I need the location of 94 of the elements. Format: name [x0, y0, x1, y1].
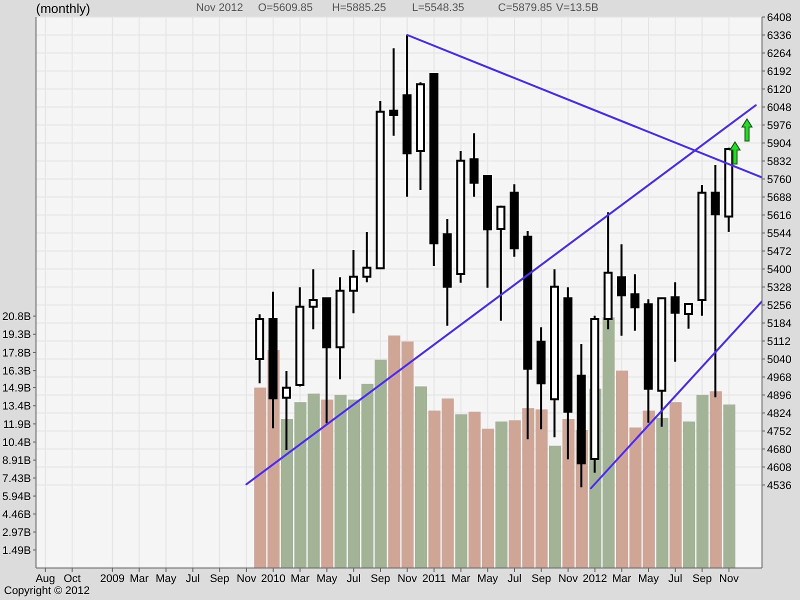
y-tick-label: 6408: [767, 12, 792, 24]
y-tick-label: 5904: [767, 138, 792, 150]
x-tick-label: Mar: [290, 572, 310, 585]
x-tick-label: Jul: [346, 572, 361, 585]
candlestick: [630, 273, 640, 332]
y-tick-label: 5256: [767, 300, 792, 312]
text: Copyright © 2012: [4, 585, 90, 597]
y-tick-label: 5616: [767, 210, 792, 222]
y-tick-label: 4752: [767, 426, 792, 438]
bar: [455, 414, 468, 568]
bar: [495, 421, 508, 568]
x-tick-label: 2010: [260, 572, 286, 585]
x-tick-label: Oct: [64, 572, 81, 585]
y-tick-label: 4824: [767, 408, 792, 420]
y2-tick-label: 19.3B: [2, 329, 31, 342]
y-tick-label: 4536: [767, 480, 792, 492]
bar: [548, 446, 562, 568]
y-tick-label: 5976: [767, 120, 792, 132]
x-tick-label: Sep: [692, 572, 712, 585]
x-tick-label: Sep: [210, 572, 230, 585]
y2-tick-label: 11.9B: [3, 418, 31, 431]
y-tick-label: 5112: [767, 336, 791, 348]
y-tick-label: 5544: [767, 228, 792, 240]
text: L=5548.35: [412, 2, 464, 14]
x-tick-label: 2011: [422, 572, 446, 585]
x-tick-label: May: [638, 572, 660, 585]
y-tick-label: 6264: [767, 48, 792, 60]
y-tick-label: 4896: [767, 390, 792, 402]
candlestick: [362, 231, 372, 284]
candlestick: [308, 268, 318, 330]
candlestick: [617, 243, 626, 337]
y2-tick-label: 16.3B: [2, 366, 31, 378]
y2-tick-label: 8.91B: [2, 455, 31, 468]
candlestick: [348, 249, 358, 314]
x-tick-label: Jul: [507, 572, 522, 585]
text: C=5879.85: [498, 2, 552, 14]
y2-tick-label: 13.4B: [2, 400, 31, 413]
bar: [656, 418, 668, 568]
candlestick: [684, 303, 694, 330]
y2-tick-label: 1.49B: [2, 544, 31, 557]
bar: [670, 402, 682, 568]
y-tick-label: 5184: [767, 318, 792, 330]
text: Nov 2012: [196, 2, 244, 14]
y-tick-label: 5040: [767, 354, 792, 366]
y2-tick-label: 7.43B: [2, 472, 31, 485]
text: O=5609.85: [258, 2, 313, 14]
y2-tick-label: 4.46B: [2, 508, 31, 521]
candlestick: [389, 47, 398, 137]
x-tick-label: May: [156, 572, 177, 585]
y-tick-label: 6120: [767, 84, 792, 96]
x-tick-label: Nov: [236, 572, 257, 585]
candlestick: [470, 132, 479, 198]
y2-tick-label: 5.94B: [2, 490, 31, 503]
x-tick-label: Aug: [36, 572, 56, 585]
x-tick-label: May: [477, 572, 499, 585]
x-tick-label: May: [316, 572, 338, 585]
x-tick-label: 2009: [100, 572, 125, 585]
y-tick-label: 5400: [767, 264, 792, 276]
text: H=5885.25: [332, 2, 386, 14]
x-tick-label: Nov: [397, 572, 418, 585]
x-tick-label: Jul: [186, 572, 200, 585]
y-tick-label: 5688: [767, 192, 792, 204]
y-tick-label: 5328: [767, 282, 792, 294]
bar: [414, 386, 428, 568]
y-tick-label: 6048: [767, 102, 792, 114]
text: V=13.5B: [556, 2, 599, 14]
x-tick-label: Nov: [719, 572, 740, 585]
bar: [321, 400, 334, 568]
y-tick-label: 5832: [767, 156, 792, 168]
y2-tick-label: 2.97B: [2, 526, 31, 539]
bar: [723, 404, 736, 568]
x-tick-label: Jul: [668, 572, 682, 585]
x-tick-label: Sep: [370, 572, 390, 585]
y2-tick-label: 20.8B: [2, 311, 31, 324]
y-tick-label: 4608: [767, 462, 792, 474]
y-tick-label: 4968: [767, 372, 792, 384]
x-tick-label: Sep: [532, 572, 552, 585]
y-tick-label: 4680: [767, 444, 792, 456]
chart-title: (monthly): [36, 1, 90, 16]
x-tick-label: Mar: [130, 572, 150, 585]
candlestick: [670, 281, 680, 363]
x-tick-label: 2012: [582, 572, 608, 585]
y-tick-label: 6336: [767, 30, 792, 42]
x-tick-label: Mar: [451, 572, 471, 585]
y-tick-label: 5760: [767, 174, 792, 186]
y2-tick-label: 14.9B: [2, 382, 31, 394]
x-tick-label: Nov: [558, 572, 578, 585]
candlestick: [496, 204, 506, 322]
y-tick-label: 5472: [767, 246, 792, 258]
y2-tick-label: 17.8B: [2, 347, 31, 360]
y-tick-label: 6192: [767, 66, 792, 78]
bar: [710, 391, 722, 568]
y2-tick-label: 10.4B: [2, 436, 31, 449]
x-tick-label: Mar: [612, 572, 632, 585]
